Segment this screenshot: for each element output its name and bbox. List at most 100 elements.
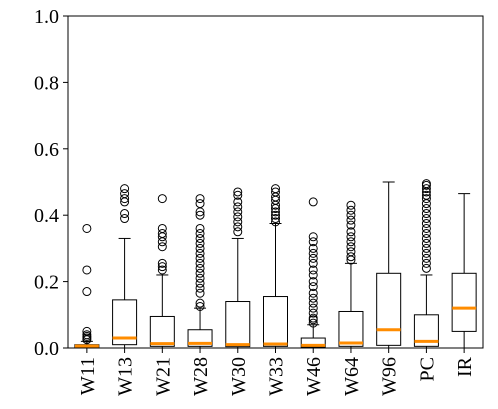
outlier-point xyxy=(271,204,280,214)
x-tick-label: W13 xyxy=(115,357,137,396)
outlier-point xyxy=(308,277,318,287)
outlier-point xyxy=(308,303,318,313)
outlier-point xyxy=(308,308,318,318)
outlier-point xyxy=(120,197,130,207)
outlier-point xyxy=(195,298,205,308)
axes-frame xyxy=(67,15,484,349)
box-iqr xyxy=(451,272,477,332)
y-tick-label: 0.0 xyxy=(34,338,59,360)
outlier-point xyxy=(308,232,318,242)
outlier-point xyxy=(271,210,280,220)
outlier-point xyxy=(421,214,431,224)
box-iqr xyxy=(338,310,364,347)
outlier-point xyxy=(82,265,92,275)
outlier-point xyxy=(421,258,431,268)
box-iqr xyxy=(187,329,213,347)
outlier-point xyxy=(421,204,431,214)
outlier-point xyxy=(195,273,205,283)
outlier-point xyxy=(195,278,205,288)
outlier-point xyxy=(157,258,167,268)
outlier-point xyxy=(421,199,431,209)
box-iqr xyxy=(112,299,138,346)
outlier-point xyxy=(346,210,356,220)
x-tick-label: W96 xyxy=(379,357,401,396)
y-tick-label: 0.4 xyxy=(34,205,59,227)
outlier-point xyxy=(195,263,205,273)
outlier-point xyxy=(195,283,205,293)
outlier-point xyxy=(308,270,318,280)
outlier-point xyxy=(346,200,356,210)
outlier-point xyxy=(421,223,431,233)
box-iqr xyxy=(376,272,402,346)
outlier-point xyxy=(308,293,318,303)
outlier-point xyxy=(157,232,167,242)
outlier-point xyxy=(346,237,356,247)
outlier-point xyxy=(421,184,431,194)
outlier-point xyxy=(195,223,205,233)
outlier-point xyxy=(421,238,431,248)
outlier-point xyxy=(195,228,205,238)
outlier-point xyxy=(120,194,130,204)
x-tick-label: W28 xyxy=(190,357,212,396)
outlier-point xyxy=(233,217,243,227)
outlier-point xyxy=(308,315,318,325)
outlier-point xyxy=(195,302,205,311)
outlier-point xyxy=(308,265,318,275)
outlier-point xyxy=(421,243,431,253)
outlier-point xyxy=(233,190,243,200)
outlier-point xyxy=(157,265,167,275)
outlier-point xyxy=(157,262,167,272)
outlier-point xyxy=(120,184,130,194)
x-tick-label: W11 xyxy=(77,357,99,395)
outlier-point xyxy=(421,233,431,243)
box-iqr xyxy=(149,315,175,347)
outlier-point xyxy=(195,243,205,253)
x-tick-label: W64 xyxy=(341,357,363,396)
outlier-point xyxy=(346,215,356,225)
outlier-point xyxy=(346,205,356,215)
y-tick-label: 0.2 xyxy=(34,272,59,294)
box-iqr xyxy=(225,301,251,348)
outlier-point xyxy=(195,253,205,263)
outlier-point xyxy=(308,253,318,263)
plot-area: 0.0 0.2 0.4 0.6 0.8 1.0 W11 W13 W21 W28 W30 W33 W46 W… xyxy=(34,6,484,396)
outlier-point xyxy=(271,200,280,210)
outlier-point xyxy=(271,214,280,224)
box-iqr xyxy=(263,296,288,347)
outlier-point xyxy=(233,212,243,222)
outlier-point xyxy=(195,268,205,278)
y-tick-label: 0.6 xyxy=(34,139,59,161)
outlier-point xyxy=(157,237,167,247)
x-tick-label: PC xyxy=(416,357,438,381)
outlier-point xyxy=(82,223,92,233)
outlier-point xyxy=(195,238,205,248)
outlier-point xyxy=(346,232,356,242)
outlier-point xyxy=(346,242,356,252)
outlier-point xyxy=(195,288,205,298)
outlier-point xyxy=(82,287,92,297)
outlier-point xyxy=(157,242,167,252)
outlier-point xyxy=(421,263,431,273)
outlier-point xyxy=(308,298,318,308)
outlier-point xyxy=(233,187,243,197)
outlier-point xyxy=(120,209,130,219)
outlier-point xyxy=(421,228,431,238)
outlier-point xyxy=(195,199,205,209)
outlier-point xyxy=(233,227,243,237)
outlier-point xyxy=(421,253,431,263)
outlier-point xyxy=(195,210,205,220)
outlier-point xyxy=(82,335,92,345)
outlier-point xyxy=(308,237,318,247)
outlier-point xyxy=(421,209,431,219)
outlier-point xyxy=(308,282,318,292)
outlier-point xyxy=(233,207,243,217)
outlier-point xyxy=(421,194,431,204)
y-tick-label: 0.8 xyxy=(34,72,59,94)
outlier-point xyxy=(346,220,356,230)
x-tick-label: W30 xyxy=(228,357,250,396)
outlier-point xyxy=(157,194,167,204)
x-tick-label: W33 xyxy=(266,357,288,396)
y-tick-label: 1.0 xyxy=(34,6,59,28)
outlier-point xyxy=(195,194,205,204)
